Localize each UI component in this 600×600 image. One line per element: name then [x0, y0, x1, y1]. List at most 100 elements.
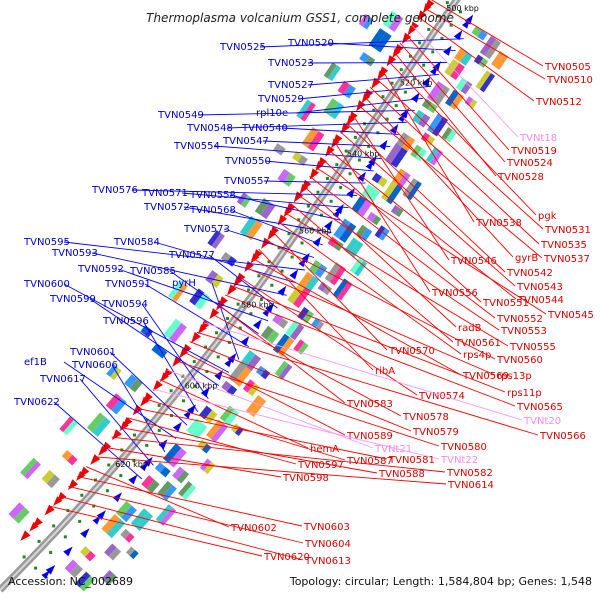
tick-dot-inner — [449, 23, 453, 27]
outer-callout-line — [307, 62, 448, 64]
feature-block — [324, 262, 347, 286]
feature-block-bottom — [254, 198, 270, 216]
forward-cds-arrow — [265, 302, 275, 313]
tick-dot-inner — [394, 104, 398, 108]
inner-callout-line — [315, 167, 547, 315]
feature-block — [105, 393, 127, 415]
tick-dot-outer — [306, 204, 310, 208]
tick-dot-outer — [157, 403, 161, 407]
feature-block-top — [249, 398, 267, 417]
feature-block — [333, 218, 357, 243]
feature-block — [366, 211, 382, 226]
inner-gene-label: TVN0551 — [482, 298, 529, 309]
inner-gene-label: TVN0620 — [263, 552, 310, 563]
feature-block-top — [445, 129, 457, 143]
outer-gene-label: TVN0550 — [224, 156, 271, 167]
tick-dot-outer — [267, 260, 271, 264]
feature-block-bottom — [120, 528, 131, 539]
feature-block-bottom — [277, 168, 291, 183]
tick-dot-inner — [270, 283, 274, 287]
inner-gene-label: rps13p — [497, 371, 532, 382]
feature-block — [154, 462, 171, 478]
reverse-cds-arrow — [140, 396, 150, 407]
feature-block-top — [160, 466, 171, 478]
feature-block-bottom — [382, 10, 398, 28]
feature-block-top — [329, 265, 347, 286]
outer-gene-label: TVN0606 — [71, 360, 118, 371]
feature-block — [75, 571, 95, 592]
feature-block-top — [478, 57, 489, 68]
feature-block-bottom — [219, 405, 235, 422]
inner-gene-label: rps4p — [463, 350, 491, 361]
feature-block — [104, 543, 122, 561]
tick-dot-outer — [107, 463, 111, 467]
feature-block — [86, 412, 111, 437]
feature-block-bottom — [351, 195, 367, 213]
feature-block — [368, 28, 392, 53]
feature-block-top — [169, 322, 187, 343]
feature-block-bottom — [366, 211, 377, 222]
tick-dot-inner — [458, 10, 462, 14]
feature-block-bottom — [445, 89, 459, 107]
feature-block-bottom — [308, 259, 322, 274]
inner-gene-label: TVN0542 — [506, 268, 553, 279]
feature-block-bottom — [141, 475, 155, 489]
outer-callout-line — [131, 189, 358, 196]
inner-gene-label: TVN0545 — [547, 310, 594, 321]
tick-dot-inner — [348, 172, 352, 176]
feature-block-bottom — [381, 181, 398, 201]
feature-block-bottom — [324, 262, 342, 282]
feature-block-bottom — [59, 416, 74, 433]
feature-block-bottom — [296, 99, 312, 119]
reverse-cds-arrow — [417, 10, 427, 22]
feature-block-bottom — [359, 52, 370, 63]
feature-block-bottom — [274, 360, 289, 377]
outer-gene-label: TVN0599 — [49, 294, 96, 305]
feature-block-top — [277, 317, 289, 329]
feature-block — [308, 259, 328, 278]
inner-callout-line — [399, 42, 506, 163]
tick-dot-outer — [325, 176, 329, 180]
feature-block-top — [336, 281, 353, 301]
tick-dot-inner — [78, 519, 82, 523]
feature-block-bottom — [245, 395, 263, 414]
feature-block-top — [303, 275, 319, 293]
tick-dot-outer — [277, 246, 281, 250]
outer-callout-line — [327, 42, 456, 52]
tick-dot-outer — [297, 218, 301, 222]
feature-block — [219, 405, 240, 426]
inner-callout-line — [136, 407, 388, 460]
inner-callout-line — [381, 69, 475, 223]
feature-block-bottom — [64, 559, 78, 574]
feature-block — [298, 271, 319, 293]
inner-gene-label: TVN0543 — [516, 282, 563, 293]
reverse-cds-arrow — [111, 429, 122, 441]
reverse-cds-arrow — [261, 237, 271, 249]
inner-callout-line — [351, 113, 450, 261]
outer-callout-line — [297, 85, 432, 100]
inner-gene-label: TVN0588 — [378, 469, 425, 480]
inner-gene-label: hemA — [310, 444, 339, 455]
feature-block — [301, 126, 325, 152]
feature-block — [220, 252, 237, 267]
outer-callout-line — [79, 378, 154, 466]
inner-callout-line — [77, 475, 303, 527]
feature-block-top — [297, 342, 309, 355]
feature-block-top — [450, 93, 464, 110]
feature-block-top — [406, 180, 422, 201]
outer-gene-label: TVN0529 — [257, 94, 304, 105]
tick-dot-inner — [280, 269, 284, 273]
tick-dot-inner — [339, 185, 343, 189]
forward-cds-arrow — [187, 404, 197, 415]
outer-callout-line — [229, 209, 323, 246]
reverse-cds-arrow — [53, 496, 63, 506]
feature-block-top — [362, 16, 374, 30]
feature-block-top — [108, 547, 122, 561]
reverse-cds-arrow — [29, 521, 39, 532]
feature-block-top — [23, 461, 41, 480]
tick-dot-inner — [440, 36, 444, 40]
feature-block-bottom — [125, 546, 135, 556]
inner-callout-line — [430, 0, 544, 67]
feature-block — [475, 70, 496, 93]
tick-dot-outer — [418, 41, 422, 45]
